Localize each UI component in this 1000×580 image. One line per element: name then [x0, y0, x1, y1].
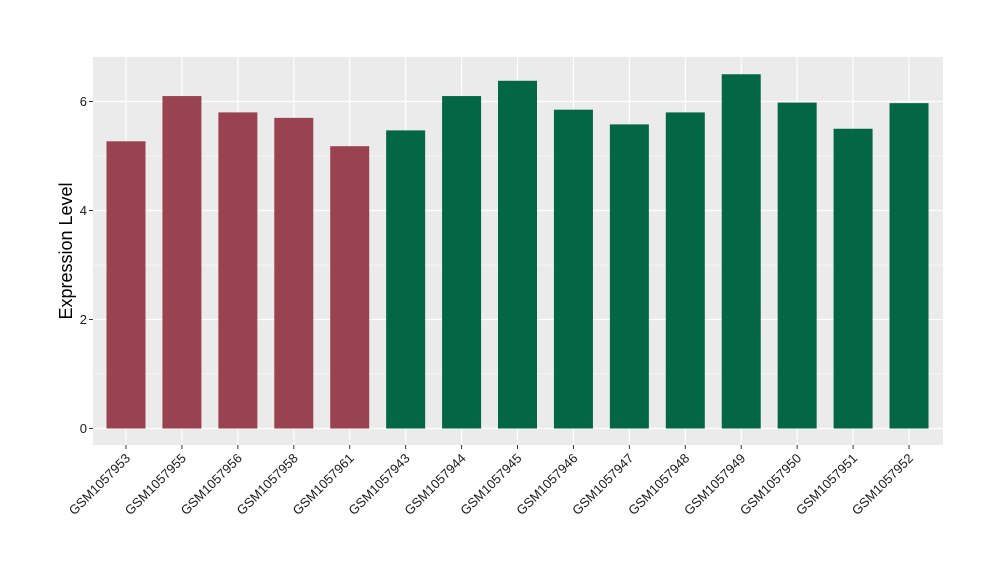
bar-GSM1057951	[833, 128, 873, 429]
y-axis: 0 2 4 6	[80, 94, 93, 436]
bar-GSM1057961	[330, 146, 370, 429]
bar-GSM1057953	[106, 141, 146, 429]
bars	[106, 74, 929, 429]
y-tick-label: 2	[80, 312, 87, 327]
bar-GSM1057944	[442, 96, 482, 429]
bar-GSM1057949	[721, 74, 761, 429]
bar-GSM1057947	[609, 124, 649, 429]
x-axis: GSM1057953GSM1057955GSM1057956GSM1057958…	[66, 445, 916, 518]
y-tick-label: 6	[80, 94, 87, 109]
y-tick-label: 0	[80, 421, 87, 436]
bar-GSM1057956	[218, 112, 258, 429]
bar-GSM1057943	[386, 130, 426, 429]
bar-GSM1057955	[162, 96, 202, 429]
y-axis-title: Expression Level	[56, 182, 76, 319]
bar-GSM1057946	[553, 109, 593, 429]
bar-GSM1057950	[777, 102, 817, 429]
bar-GSM1057958	[274, 117, 314, 429]
y-tick-label: 4	[80, 203, 87, 218]
bar-GSM1057948	[665, 112, 705, 429]
bar-GSM1057945	[498, 80, 538, 429]
bar-GSM1057952	[889, 103, 929, 429]
